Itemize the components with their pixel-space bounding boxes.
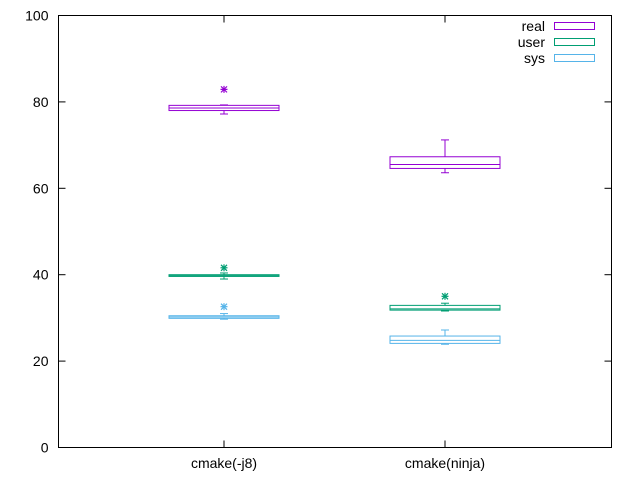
y-tick-label: 20 xyxy=(33,353,49,369)
x-axis: cmake(-j8) cmake(ninja) xyxy=(191,15,485,471)
outlier-point-user xyxy=(220,264,228,272)
legend-label-real: real xyxy=(522,18,545,34)
box-sys xyxy=(389,335,501,344)
legend-swatch-sys xyxy=(554,54,595,62)
legend-swatch-real xyxy=(554,22,595,30)
plot-frame xyxy=(58,15,612,448)
outlier-point-sys xyxy=(220,303,228,311)
y-tick-label: 80 xyxy=(33,94,49,110)
outlier-point-user xyxy=(441,292,449,300)
legend-label-user: user xyxy=(518,34,546,50)
plot-marks xyxy=(168,85,501,345)
x-tick-label: cmake(-j8) xyxy=(191,455,257,471)
y-axis: 0 20 40 60 80 100 xyxy=(25,8,612,456)
box-real xyxy=(389,156,501,169)
box-user xyxy=(389,304,501,311)
y-tick-label: 60 xyxy=(33,180,49,196)
y-tick-label: 100 xyxy=(25,8,49,24)
x-tick-label: cmake(ninja) xyxy=(405,455,485,471)
y-tick-label: 0 xyxy=(41,440,49,456)
outlier-point-real xyxy=(220,85,228,93)
legend-label-sys: sys xyxy=(524,50,545,66)
y-tick-label: 40 xyxy=(33,267,49,283)
legend-swatch-user xyxy=(554,38,595,46)
